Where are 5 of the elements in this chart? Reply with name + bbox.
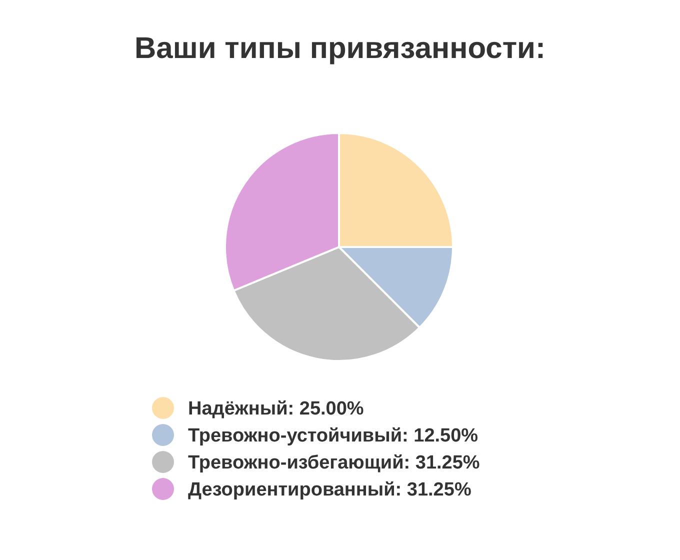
legend-label: Тревожно-избегающий: 31.25% — [188, 452, 480, 474]
chart-title: Ваши типы привязанности: — [134, 32, 546, 65]
legend-label: Дезориентированный: 31.25% — [188, 480, 472, 501]
legend-label: Надёжный: 25.00% — [188, 398, 364, 420]
legend-label: Тревожно-устойчивый: 12.50% — [188, 426, 478, 447]
